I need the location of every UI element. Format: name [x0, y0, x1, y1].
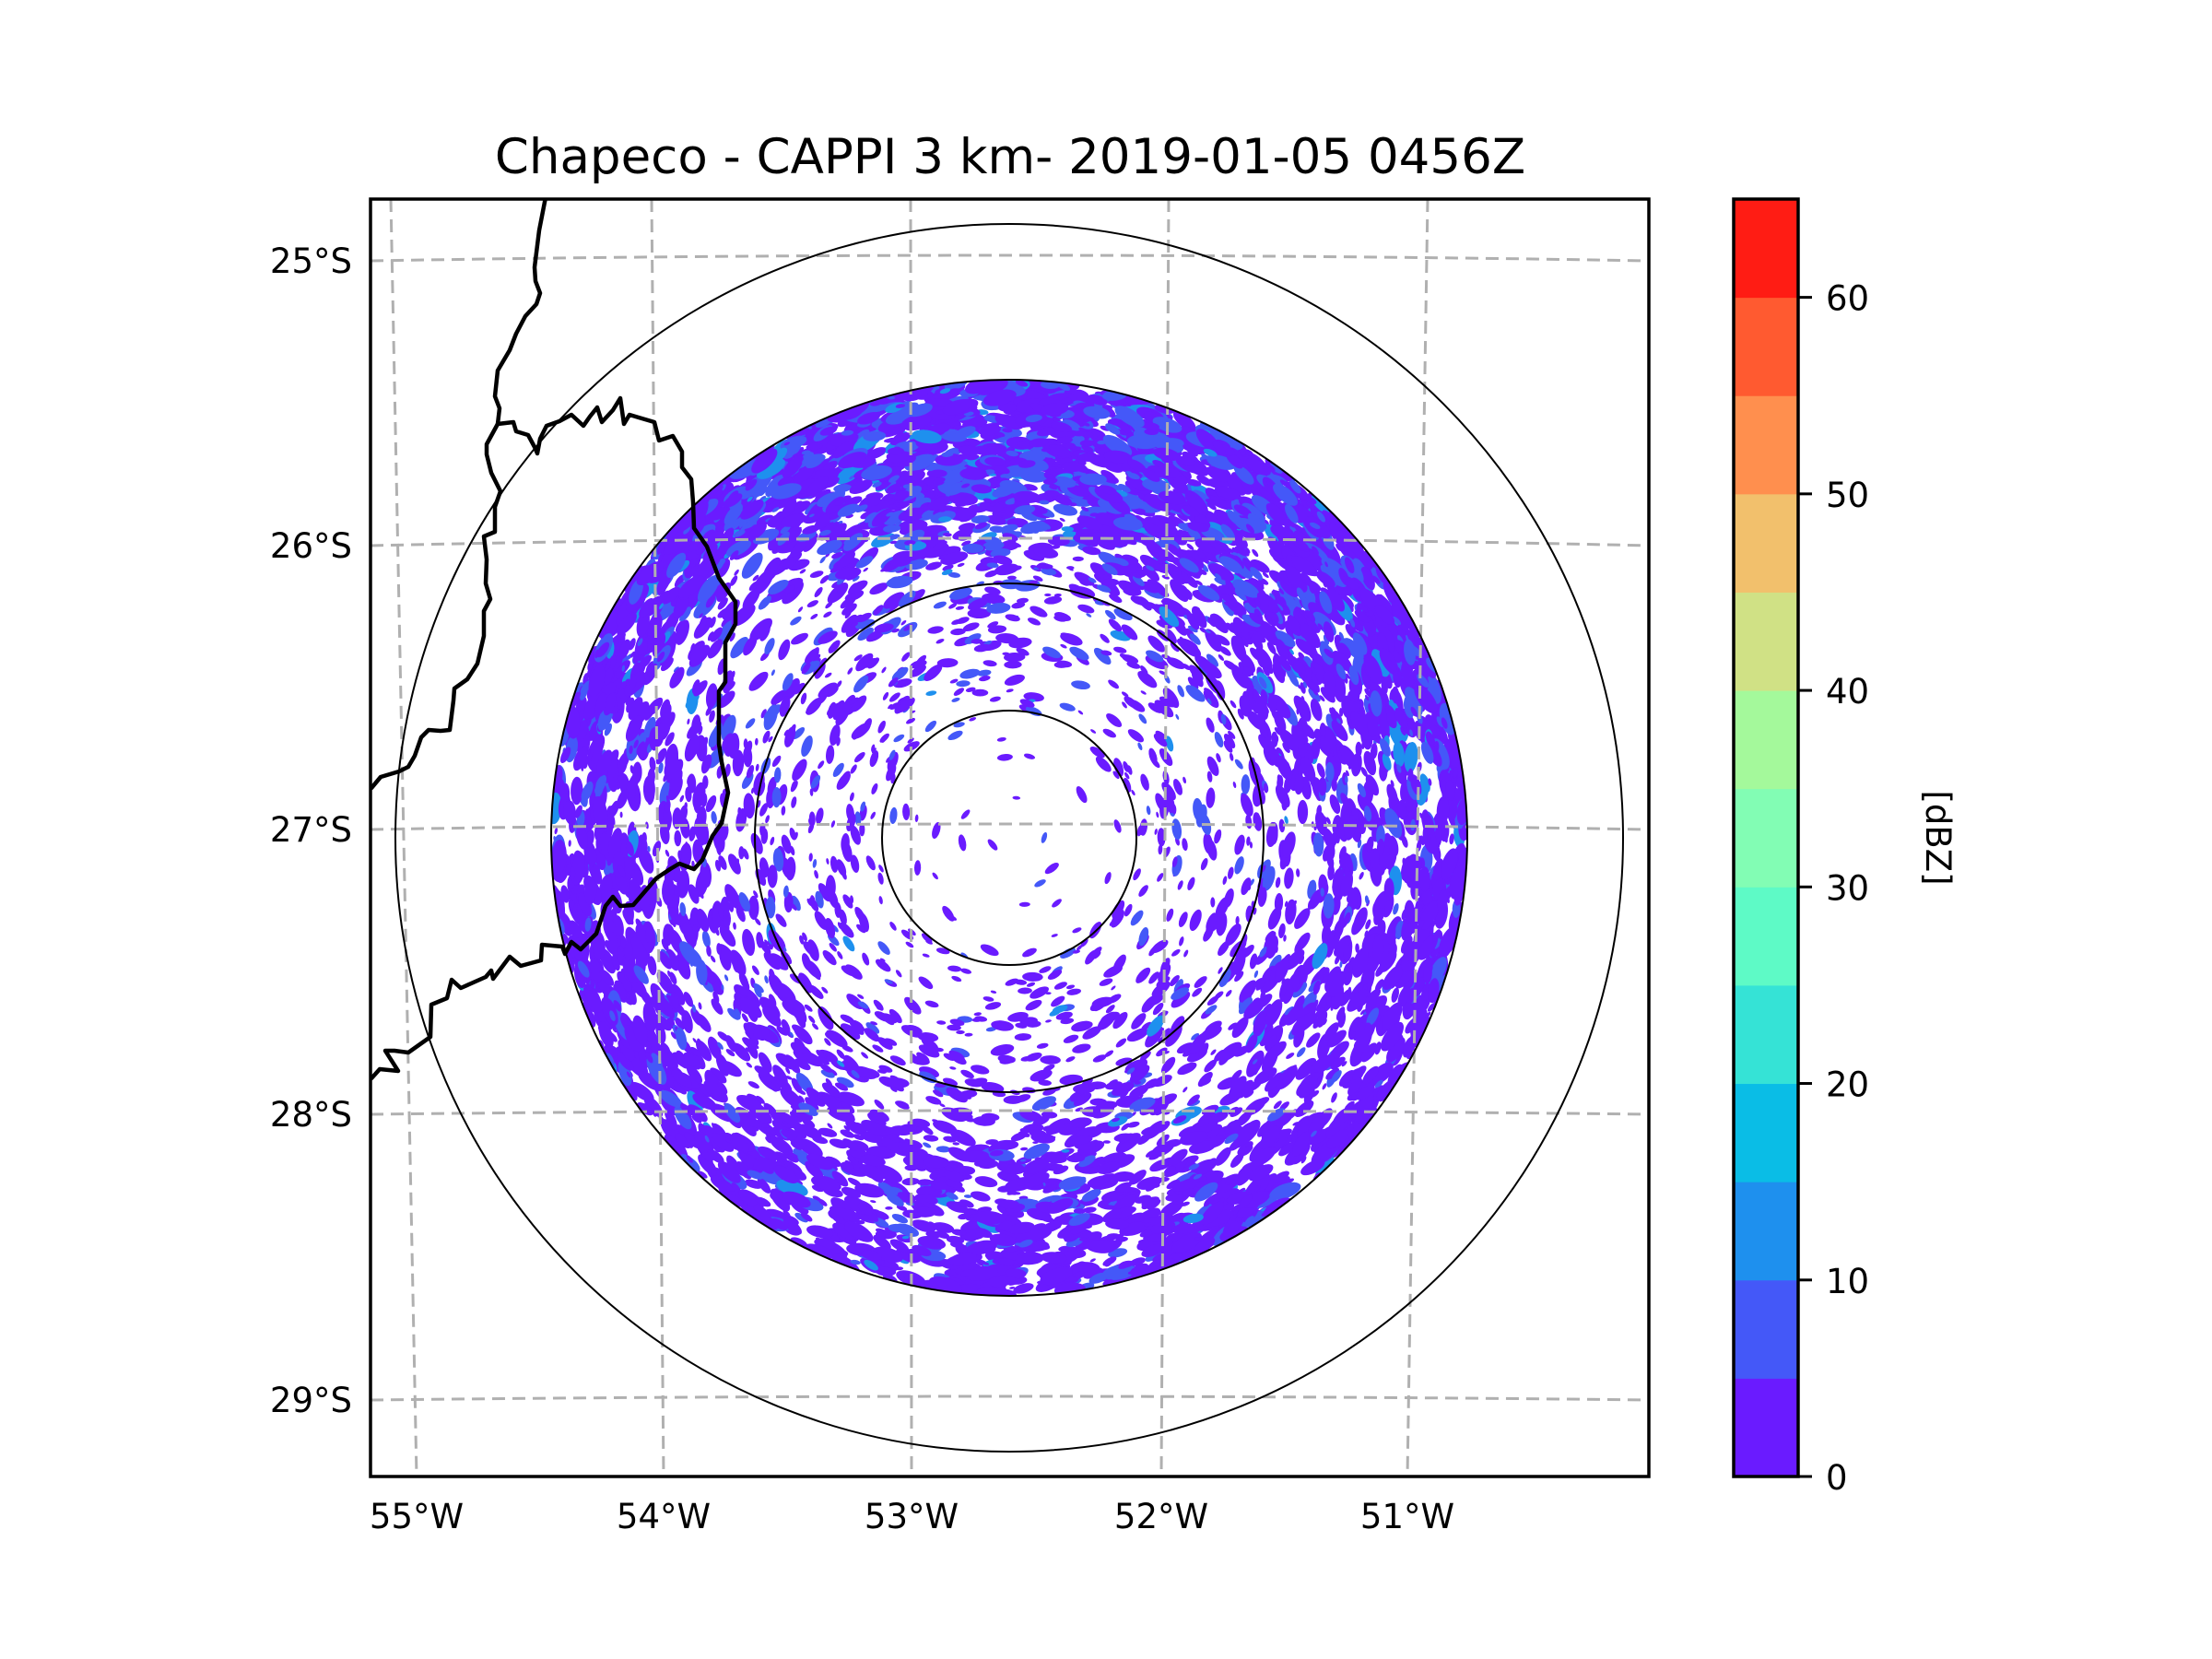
echo-cell — [1072, 1043, 1091, 1053]
echo-cell — [935, 1146, 951, 1153]
echo-cell — [1249, 767, 1266, 791]
echo-cell — [709, 710, 715, 724]
echo-cell — [760, 709, 767, 719]
echo-cell — [1147, 635, 1165, 653]
echo-cell — [674, 830, 682, 847]
echo-cell — [881, 666, 887, 674]
echo-cell — [891, 1213, 909, 1224]
echo-cell — [974, 1176, 998, 1188]
echo-cell — [711, 998, 724, 1015]
echo-cell — [1191, 1159, 1218, 1176]
echo-cell — [1156, 811, 1159, 818]
echo-cell — [1374, 979, 1384, 992]
echo-cell — [691, 1115, 702, 1124]
echo-cell — [1297, 799, 1309, 825]
echo-cell — [889, 806, 898, 824]
echo-cell — [1072, 556, 1084, 562]
echo-cell — [960, 809, 971, 819]
echo-cell — [809, 788, 814, 796]
echo-cell — [729, 632, 735, 642]
echo-cell — [1044, 593, 1052, 597]
echo-cell — [1418, 866, 1430, 892]
echo-cell — [973, 1012, 982, 1017]
echo-cell — [1023, 692, 1044, 702]
echo-cell — [768, 735, 773, 743]
echo-cell — [746, 1062, 753, 1068]
echo-cell — [1182, 1087, 1188, 1093]
echo-cell — [1130, 910, 1144, 926]
echo-cell — [776, 536, 804, 554]
echo-cell — [771, 689, 788, 705]
echo-cell — [869, 1109, 889, 1123]
echo-cell — [840, 1129, 855, 1138]
map-axes — [371, 199, 1649, 1477]
chart-title: Chapeco - CAPPI 3 km- 2019-01-05 0456Z — [495, 129, 1525, 185]
echo-cell — [947, 571, 960, 578]
echo-cell — [810, 613, 818, 620]
echo-cell — [1038, 1079, 1052, 1087]
echo-cell — [1065, 984, 1076, 990]
echo-cell — [1148, 971, 1159, 984]
echo-cell — [846, 994, 864, 1010]
echo-cell — [1206, 653, 1219, 667]
echo-cell — [1009, 1286, 1016, 1289]
echo-cell — [702, 775, 709, 789]
echo-cell — [1006, 575, 1017, 580]
echo-cell — [1318, 777, 1327, 796]
echo-cell — [1099, 978, 1113, 986]
echo-cell — [759, 803, 769, 817]
echo-cell — [1074, 571, 1095, 586]
echo-cell — [778, 639, 791, 661]
echo-cell — [814, 870, 818, 879]
echo-cell — [1234, 571, 1247, 580]
echo-cell — [877, 720, 886, 734]
reflectivity-field — [551, 380, 1467, 1296]
echo-cell — [1131, 1013, 1147, 1030]
echo-cell — [857, 994, 865, 999]
echo-cell — [825, 1156, 841, 1167]
echo-cell — [1230, 700, 1237, 709]
echo-cell — [1154, 700, 1174, 718]
echo-cell — [987, 839, 998, 851]
echo-cell — [780, 1087, 803, 1109]
